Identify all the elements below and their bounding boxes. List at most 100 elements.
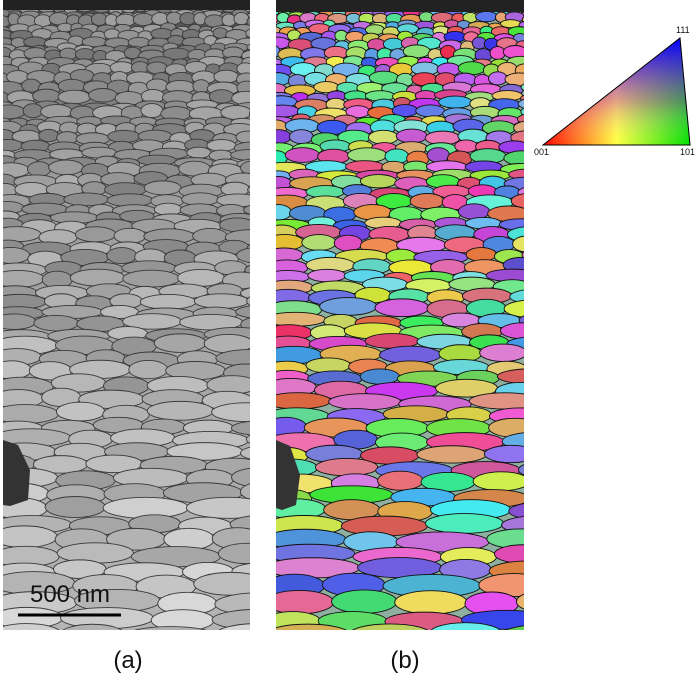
grain bbox=[521, 251, 524, 259]
particle bbox=[3, 440, 30, 506]
grain bbox=[531, 5, 551, 14]
grain bbox=[186, 146, 212, 159]
grain bbox=[3, 104, 26, 120]
grain bbox=[38, 128, 60, 143]
grain bbox=[245, 434, 250, 444]
grain bbox=[214, 592, 250, 616]
grain bbox=[496, 368, 524, 385]
grain bbox=[33, 314, 80, 332]
grain bbox=[153, 333, 207, 353]
grain bbox=[146, 61, 168, 75]
grain bbox=[213, 69, 240, 84]
grain bbox=[525, 346, 576, 363]
grain bbox=[133, 626, 208, 630]
grain bbox=[63, 192, 110, 207]
ipf-legend: 111 001 101 bbox=[534, 25, 695, 157]
grain bbox=[123, 46, 142, 59]
grain bbox=[525, 360, 580, 375]
grain bbox=[510, 193, 524, 209]
grain bbox=[307, 268, 347, 283]
grain bbox=[503, 299, 524, 318]
grain bbox=[377, 470, 424, 491]
grain bbox=[472, 471, 524, 492]
grain bbox=[231, 467, 250, 487]
grain bbox=[276, 23, 279, 31]
grain bbox=[438, 95, 473, 109]
grain bbox=[3, 623, 60, 630]
grain bbox=[276, 204, 292, 221]
grain bbox=[245, 28, 250, 39]
grain bbox=[235, 305, 250, 319]
grain bbox=[44, 496, 106, 518]
grain bbox=[206, 139, 237, 152]
grain bbox=[394, 590, 468, 615]
ipf-corner: 101 bbox=[680, 147, 695, 157]
grain bbox=[248, 110, 250, 117]
grain bbox=[426, 147, 450, 163]
grain bbox=[240, 446, 250, 460]
ipf-corner: 001 bbox=[534, 147, 549, 157]
grain bbox=[218, 542, 250, 565]
grain bbox=[528, 39, 547, 51]
grain bbox=[430, 622, 501, 630]
grain bbox=[249, 3, 250, 9]
grain bbox=[416, 445, 487, 464]
grain bbox=[276, 129, 292, 145]
grain bbox=[113, 227, 147, 244]
panel-label: (a) bbox=[113, 647, 142, 674]
grain bbox=[530, 278, 579, 292]
grain bbox=[319, 297, 378, 316]
grain bbox=[186, 496, 250, 519]
grain bbox=[518, 464, 524, 476]
grain bbox=[465, 247, 497, 262]
grain bbox=[146, 400, 215, 421]
grain bbox=[211, 402, 250, 423]
grain bbox=[62, 623, 123, 630]
grain bbox=[193, 293, 250, 309]
grain bbox=[409, 193, 445, 210]
grain bbox=[27, 161, 52, 177]
grain bbox=[475, 11, 498, 23]
grain bbox=[56, 542, 134, 564]
grain bbox=[374, 298, 430, 318]
grain bbox=[276, 45, 281, 58]
grain bbox=[288, 129, 314, 144]
grain bbox=[508, 503, 524, 520]
grain bbox=[479, 343, 524, 362]
grain bbox=[3, 269, 45, 288]
grain bbox=[333, 234, 363, 252]
grain bbox=[415, 104, 446, 118]
grain bbox=[128, 359, 169, 380]
grain bbox=[457, 203, 491, 220]
grain bbox=[424, 513, 504, 534]
grain bbox=[499, 322, 524, 340]
grain bbox=[48, 159, 84, 176]
grain bbox=[276, 311, 327, 327]
grain bbox=[246, 296, 250, 306]
grain bbox=[230, 420, 250, 436]
grain bbox=[240, 160, 250, 176]
grain bbox=[107, 129, 141, 144]
grain bbox=[457, 61, 486, 76]
grain bbox=[494, 544, 524, 564]
grain bbox=[483, 444, 524, 464]
grain bbox=[132, 12, 155, 27]
grain bbox=[276, 623, 347, 630]
grain bbox=[243, 204, 250, 215]
grain bbox=[301, 234, 337, 251]
grain bbox=[525, 33, 542, 44]
grain bbox=[192, 227, 228, 244]
ipf-triangle-overlay bbox=[543, 38, 690, 145]
grain bbox=[22, 103, 44, 119]
grain bbox=[143, 180, 182, 196]
ipf-outline bbox=[541, 37, 691, 146]
panel-label: (b) bbox=[390, 647, 419, 674]
grain bbox=[247, 186, 250, 194]
grain bbox=[518, 315, 524, 326]
grain bbox=[3, 226, 42, 243]
grain bbox=[488, 71, 508, 86]
orientation-map-b bbox=[276, 0, 592, 630]
grain bbox=[90, 12, 108, 26]
grain bbox=[527, 474, 592, 493]
